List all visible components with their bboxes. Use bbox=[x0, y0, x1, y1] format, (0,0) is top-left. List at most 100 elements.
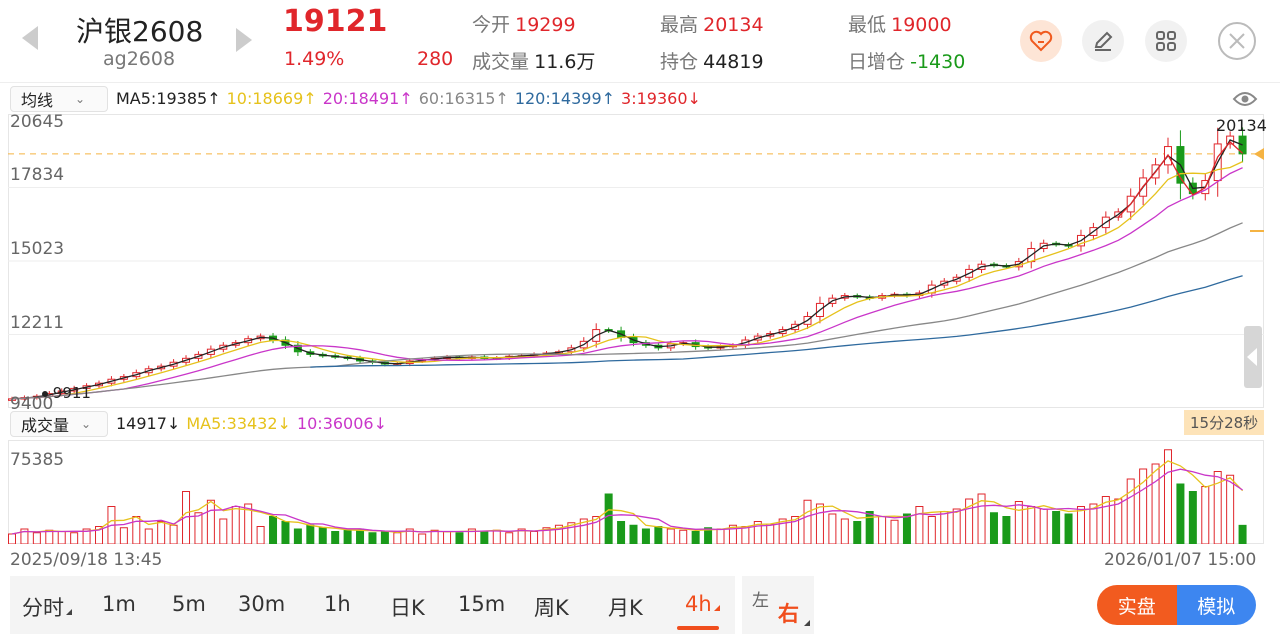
indicator-select[interactable]: 均线 ⌄ bbox=[10, 86, 108, 112]
volume-bar bbox=[753, 521, 762, 544]
volume-bar bbox=[803, 499, 812, 544]
volume-bar bbox=[20, 528, 29, 544]
volume-bar bbox=[592, 516, 601, 544]
volume-bar bbox=[1064, 513, 1073, 544]
sub-indicator-select[interactable]: 成交量 ⌄ bbox=[10, 411, 108, 437]
volume-bar bbox=[1238, 524, 1247, 544]
volume-bar bbox=[219, 518, 228, 544]
volume-bar bbox=[492, 529, 501, 544]
volume-bar bbox=[405, 528, 414, 544]
stat-value: 20134 bbox=[703, 14, 764, 36]
volume-bar bbox=[517, 528, 526, 544]
stat-label: 持仓 bbox=[660, 51, 699, 73]
tab-label: 日K bbox=[390, 596, 425, 620]
stat-label: 最低 bbox=[848, 14, 887, 36]
legend-item: 14917↓ bbox=[116, 414, 181, 433]
volume-bar bbox=[840, 518, 849, 544]
tab-4h[interactable]: 4h bbox=[677, 592, 720, 630]
volume-bar bbox=[318, 527, 327, 544]
side-toggle[interactable]: 左 右 bbox=[742, 576, 814, 634]
stat-label: 成交量 bbox=[472, 51, 530, 73]
real-trade-button[interactable]: 实盘 bbox=[1097, 585, 1177, 625]
legend-item: 3:19360↓ bbox=[621, 89, 701, 108]
tab-1h[interactable]: 1h bbox=[324, 592, 351, 616]
side-panel-handle[interactable] bbox=[1244, 326, 1262, 388]
volume-chart[interactable] bbox=[8, 440, 1264, 544]
heart-icon bbox=[1029, 30, 1053, 52]
volume-bar bbox=[57, 531, 66, 544]
tab-15m[interactable]: 15m bbox=[458, 592, 505, 616]
volume-bar bbox=[989, 512, 998, 544]
tab-日K[interactable]: 日K bbox=[390, 592, 425, 622]
volume-bar bbox=[1089, 503, 1098, 544]
price-chart[interactable] bbox=[8, 114, 1264, 408]
tab-月K[interactable]: 月K bbox=[608, 592, 643, 622]
tab-周K[interactable]: 周K bbox=[534, 592, 569, 622]
volume-bar bbox=[157, 521, 166, 544]
prev-arrow[interactable] bbox=[22, 26, 38, 50]
change-pct: 1.49% bbox=[284, 48, 345, 70]
stat-value: -1430 bbox=[910, 51, 966, 73]
grid-button[interactable] bbox=[1145, 20, 1187, 62]
favorite-button[interactable] bbox=[1020, 20, 1062, 62]
volume-bar bbox=[530, 531, 539, 544]
volume-bar bbox=[70, 532, 79, 544]
volume-bar bbox=[231, 506, 240, 544]
tab-1m[interactable]: 1m bbox=[102, 592, 136, 616]
tab-30m[interactable]: 30m bbox=[238, 592, 285, 616]
volume-bar bbox=[331, 531, 340, 544]
volume-bar bbox=[82, 528, 91, 544]
tab-5m[interactable]: 5m bbox=[172, 592, 206, 616]
corner-arrow-icon bbox=[713, 605, 720, 611]
volume-bar bbox=[8, 533, 16, 544]
volume-bar bbox=[927, 516, 936, 544]
stat-4: 最低 19000 bbox=[848, 10, 952, 37]
volume-bar bbox=[865, 511, 874, 544]
volume-bar bbox=[853, 521, 862, 544]
stat-value: 44819 bbox=[703, 51, 764, 73]
simulated-trade-button[interactable]: 模拟 bbox=[1176, 585, 1256, 625]
volume-bar bbox=[554, 524, 563, 544]
volume-bar bbox=[393, 532, 402, 544]
divider bbox=[0, 82, 1280, 83]
volume-bar bbox=[716, 528, 725, 544]
chevron-down-icon: ⌄ bbox=[81, 417, 92, 431]
next-arrow[interactable] bbox=[236, 28, 252, 52]
x-end-label: 2026/01/07 15:00 bbox=[1104, 550, 1257, 570]
close-button[interactable] bbox=[1218, 22, 1256, 60]
legend-item: 60:16315↑ bbox=[418, 89, 509, 108]
edit-button[interactable] bbox=[1082, 20, 1124, 62]
volume-bar bbox=[778, 518, 787, 544]
stat-2: 最高 20134 bbox=[660, 10, 764, 37]
tab-分时[interactable]: 分时 bbox=[22, 592, 72, 622]
volume-bar bbox=[1201, 486, 1210, 544]
volume-bar bbox=[666, 528, 675, 544]
volume-bar bbox=[1114, 498, 1123, 544]
last-price: 19121 bbox=[283, 4, 388, 39]
volume-bar bbox=[567, 522, 576, 544]
volume-bar bbox=[1014, 501, 1023, 544]
stat-value: 11.6万 bbox=[534, 51, 596, 73]
volume-bar bbox=[269, 516, 278, 544]
legend-item: 20:18491↑ bbox=[322, 89, 413, 108]
volume-bar bbox=[356, 528, 365, 544]
grid-icon bbox=[1156, 31, 1176, 51]
volume-bar bbox=[32, 532, 41, 544]
indicator-select-label: 均线 bbox=[21, 91, 54, 110]
close-icon bbox=[1229, 33, 1245, 49]
eye-icon[interactable] bbox=[1232, 90, 1258, 108]
volume-bar bbox=[306, 524, 315, 544]
legend-item: MA5:19385↑ bbox=[116, 89, 221, 108]
tab-label: 1m bbox=[102, 592, 136, 616]
volume-bar bbox=[542, 527, 551, 544]
volume-bar bbox=[878, 516, 887, 544]
price-tick-label: 20645 bbox=[10, 112, 65, 132]
side-right: 右 bbox=[778, 602, 799, 626]
volume-bar bbox=[691, 531, 700, 544]
volume-bar bbox=[418, 533, 427, 544]
x-start-label: 2025/09/18 13:45 bbox=[10, 550, 163, 570]
volume-bar bbox=[256, 526, 265, 544]
volume-bar bbox=[95, 526, 104, 544]
candle bbox=[8, 398, 16, 401]
stat-3: 持仓 44819 bbox=[660, 47, 764, 74]
